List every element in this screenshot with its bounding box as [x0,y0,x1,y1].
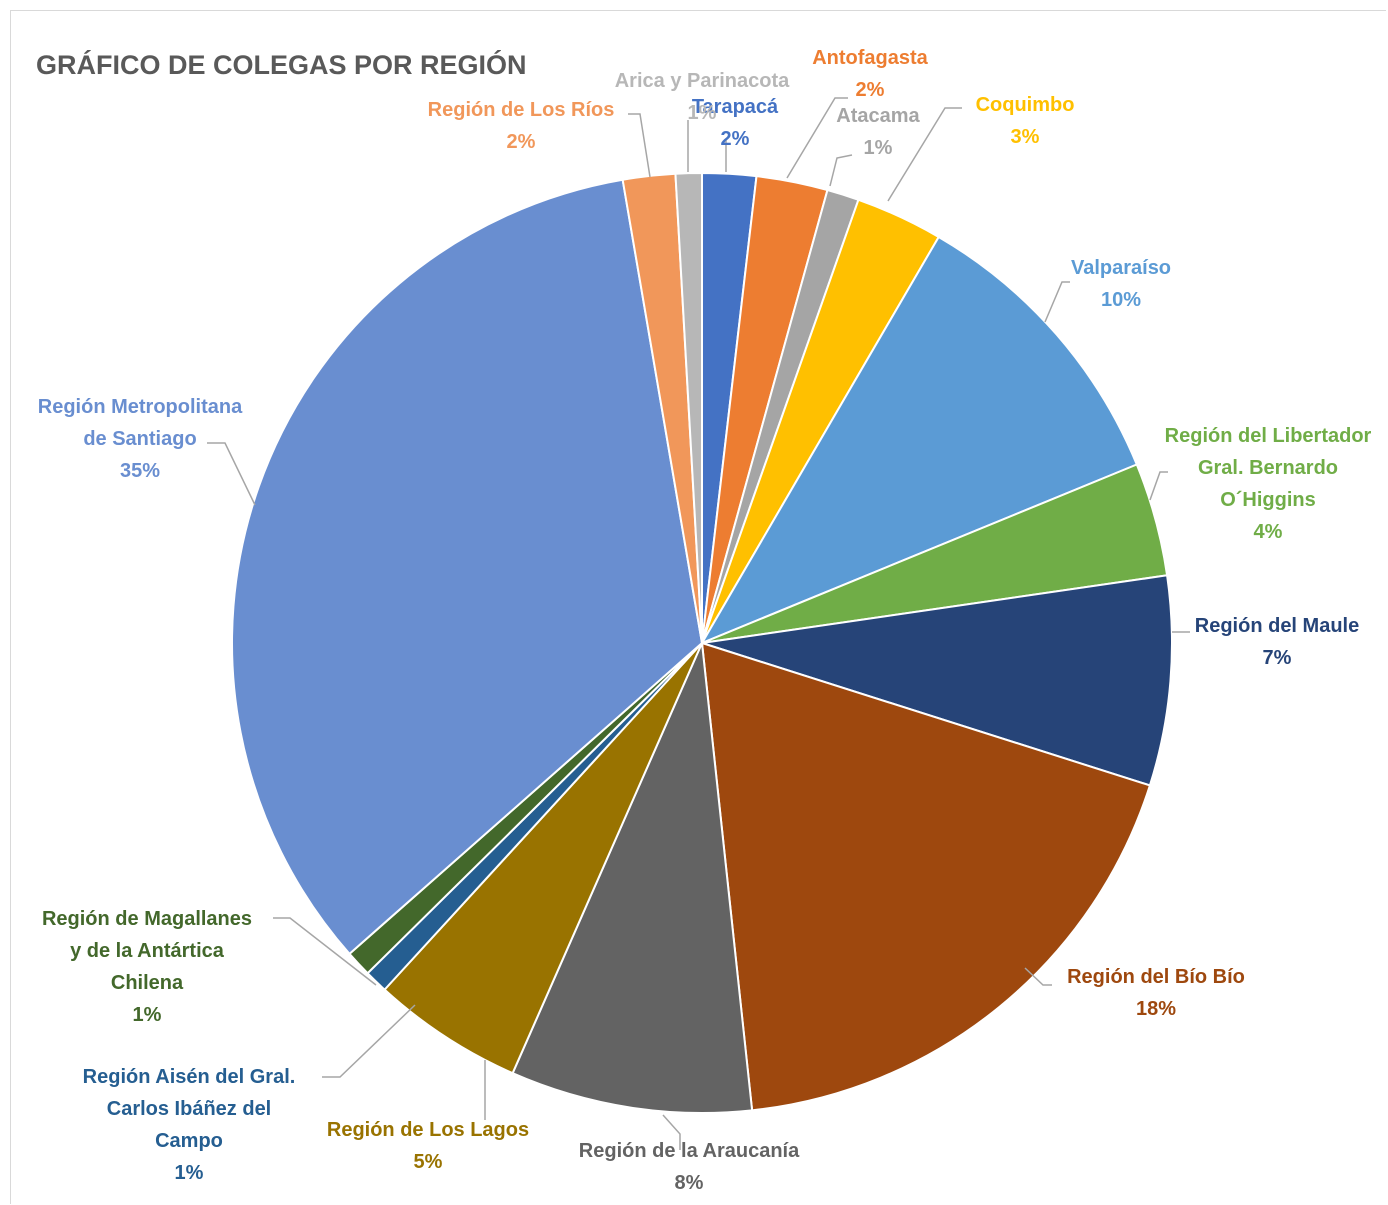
slice-name-line: O´Higgins [1220,489,1316,511]
slice-name-line: Coquimbo [976,94,1075,116]
slice-name-line: Tarapacá [692,96,779,118]
slice-name-line: Región de Magallanes [42,908,252,930]
leader-line-13 [207,442,256,506]
leader-line-6 [1149,471,1168,501]
slice-name-line: Arica y Parinacota [615,70,790,92]
slice-label-5: Valparaíso 10% [1071,257,1171,311]
leader-line-4 [887,107,962,202]
slice-percent: 3% [1011,126,1040,148]
slice-label-2: Antofagasta 2% [812,47,928,101]
slice-label-12: Región de Magallanes y de la Antártica Chi… [42,908,252,1026]
pie-slice-5 [699,235,1139,646]
slice-percent: 1% [864,137,893,159]
slice-percent: 2% [856,79,885,101]
slice-percent: 2% [721,128,750,150]
slice-label-1: Tarapacá 2% [692,96,779,150]
leader-line-14 [628,113,651,178]
slice-name-line: Carlos Ibáñez del [107,1098,272,1120]
leader-line-11 [322,1004,416,1078]
slice-percent: 1% [133,1004,162,1026]
slice-name-line: Gral. Bernardo [1198,457,1338,479]
slice-percent: 2% [507,131,536,153]
slice-name-line: Chilena [111,972,184,994]
slice-label-11: Región Aisén del Gral. Carlos Ibáñez del C… [83,1066,296,1184]
slice-label-7: Región del Maule 7% [1195,615,1359,669]
slice-percent: 35% [120,460,160,482]
slice-percent: 8% [675,1172,704,1194]
slice-label-4: Coquimbo 3% [976,94,1075,148]
slice-percent: 18% [1136,998,1176,1020]
pie-slice-13 [231,178,704,956]
slice-label-14: Región de Los Ríos 2% [428,99,615,153]
slice-percent: 7% [1263,647,1292,669]
pie-slice-9 [511,639,754,1114]
slice-percent: 5% [414,1151,443,1173]
slice-label-8: Región del Bío Bío 18% [1067,966,1245,1020]
leader-line-3 [829,154,853,187]
slice-label-3: Atacama 1% [836,105,920,159]
slice-label-15: Arica y Parinacota 1% [615,70,790,124]
slice-name-line: Región del Libertador [1165,425,1372,447]
slice-name-line: Región del Maule [1195,615,1359,637]
pie-slice-8 [700,641,1152,1112]
slice-label-6: Región del Libertador Gral. Bernardo O´Hig… [1165,425,1372,543]
slice-name-line: Campo [155,1130,223,1152]
slice-name-line: Región de Los Lagos [327,1119,529,1141]
slice-name-line: Valparaíso [1071,257,1171,279]
slice-name-line: Región de la Araucanía [579,1140,800,1162]
slice-label-9: Región de la Araucanía 8% [579,1140,800,1194]
slice-name-line: y de la Antártica [70,940,225,962]
slice-label-13: Región Metropolitana de Santiago 35% [38,396,243,482]
pie-slice-10 [383,642,703,1075]
slice-name-line: Región de Los Ríos [428,99,615,121]
chart-frame [10,10,1386,1204]
slice-name-line: Región Aisén del Gral. [83,1066,296,1088]
slice-percent: 1% [175,1162,204,1184]
slice-percent: 1% [688,102,717,124]
pie-slice-7 [701,574,1173,787]
slice-name-line: Atacama [836,105,920,127]
pie-slice-15 [674,171,703,644]
slice-percent: 4% [1254,521,1283,543]
leader-line-9 [662,1114,681,1150]
slice-name-line: Región del Bío Bío [1067,966,1245,988]
slice-name-line: Antofagasta [812,47,928,69]
leader-line-8 [1024,967,1052,986]
slice-percent: 10% [1101,289,1141,311]
slice-label-10: Región de Los Lagos 5% [327,1119,529,1173]
slice-name-line: Región Metropolitana [38,396,243,418]
leader-line-5 [1044,281,1070,323]
slice-name-line: de Santiago [83,428,196,450]
chart-title: GRÁFICO DE COLEGAS POR REGIÓN [36,50,527,80]
leader-line-2 [786,97,848,179]
leader-line-12 [273,917,377,986]
